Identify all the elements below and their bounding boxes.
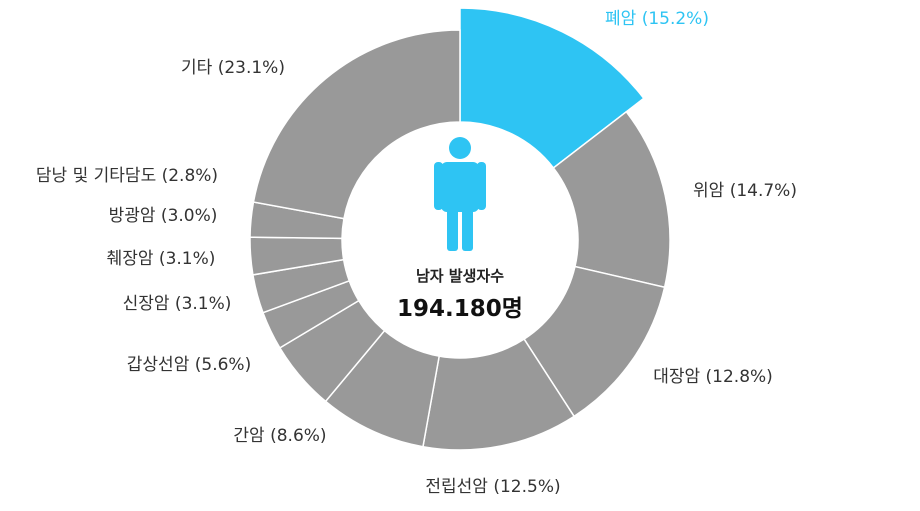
slice-label-10: 담낭 및 기타담도 (2.8%) bbox=[36, 166, 218, 186]
labels-group: 폐암 (15.2%) 위암 (14.7%) 대장암 (12.8%) 전립선암 (12.… bbox=[36, 9, 797, 497]
slice-label-8: 췌장암 (3.1%) bbox=[107, 249, 216, 269]
slice-label-5: 간암 (8.6%) bbox=[233, 426, 326, 446]
slice-label-11: 기타 (23.1%) bbox=[181, 58, 285, 78]
slice-label-7: 신장암 (3.1%) bbox=[123, 294, 232, 314]
slice-label-2: 위암 (14.7%) bbox=[693, 181, 797, 201]
slice-label-3: 대장암 (12.8%) bbox=[653, 367, 773, 387]
center-subtitle: 남자 발생자수 bbox=[416, 267, 504, 285]
slice-label-1: 폐암 (15.2%) bbox=[605, 9, 709, 29]
slice-label-4: 전립선암 (12.5%) bbox=[425, 477, 560, 497]
slice-label-6: 갑상선암 (5.6%) bbox=[127, 355, 251, 375]
center-total: 194.180명 bbox=[397, 296, 523, 322]
male-person-icon bbox=[434, 137, 486, 251]
donut-hole bbox=[342, 122, 578, 358]
slice-label-9: 방광암 (3.0%) bbox=[109, 206, 218, 226]
slices-group bbox=[249, 7, 671, 451]
